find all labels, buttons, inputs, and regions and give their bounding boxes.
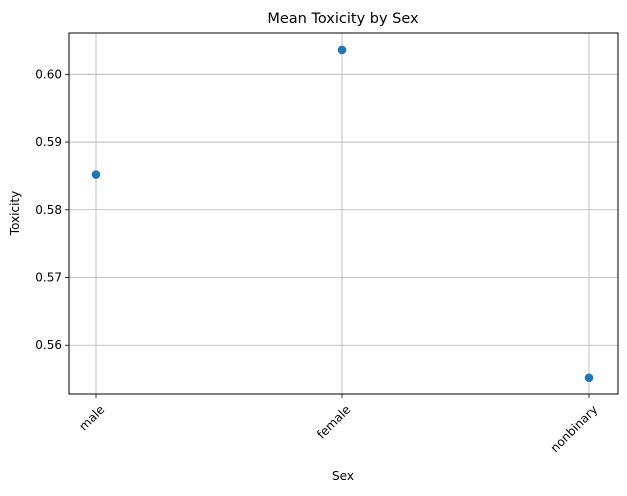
plot-frame: [68, 32, 619, 395]
data-points: [91, 45, 594, 383]
y-tick-label: 0.57: [35, 271, 62, 285]
x-tick-label: male: [76, 402, 107, 433]
y-axis-label: Toxicity: [8, 191, 22, 236]
chart-title: Mean Toxicity by Sex: [267, 11, 419, 27]
y-tick-label: 0.56: [35, 338, 62, 352]
ticks-layer: male female nonbinary 0.56 0.57 0.58 0.59 0.60: [35, 67, 600, 455]
data-point-female: [337, 45, 347, 55]
y-tick-label: 0.58: [35, 203, 62, 217]
y-tick-label: 0.60: [35, 67, 62, 81]
x-axis-label: Sex: [332, 469, 354, 483]
data-point-male: [91, 170, 101, 179]
data-point-nonbinary: [584, 373, 594, 383]
grid-layer: [69, 33, 618, 394]
x-tick-label: female: [314, 402, 353, 441]
y-tick-label: 0.59: [35, 135, 62, 149]
x-tick-label: nonbinary: [548, 402, 601, 455]
